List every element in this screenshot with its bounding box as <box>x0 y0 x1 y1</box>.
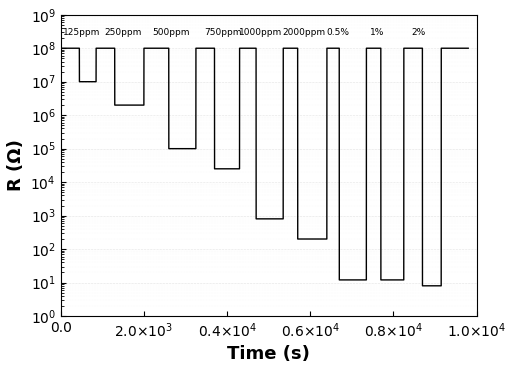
Text: 1000ppm: 1000ppm <box>239 28 282 37</box>
Text: 0.5%: 0.5% <box>326 28 349 37</box>
Text: 250ppm: 250ppm <box>104 28 142 37</box>
Text: 750ppm: 750ppm <box>204 28 242 37</box>
Text: 2%: 2% <box>411 28 426 37</box>
Text: 125ppm: 125ppm <box>63 28 100 37</box>
Text: 2000ppm: 2000ppm <box>282 28 325 37</box>
Y-axis label: R (Ω): R (Ω) <box>7 139 25 191</box>
Text: 1%: 1% <box>370 28 384 37</box>
Text: 500ppm: 500ppm <box>152 28 190 37</box>
X-axis label: Time (s): Time (s) <box>227 345 310 363</box>
